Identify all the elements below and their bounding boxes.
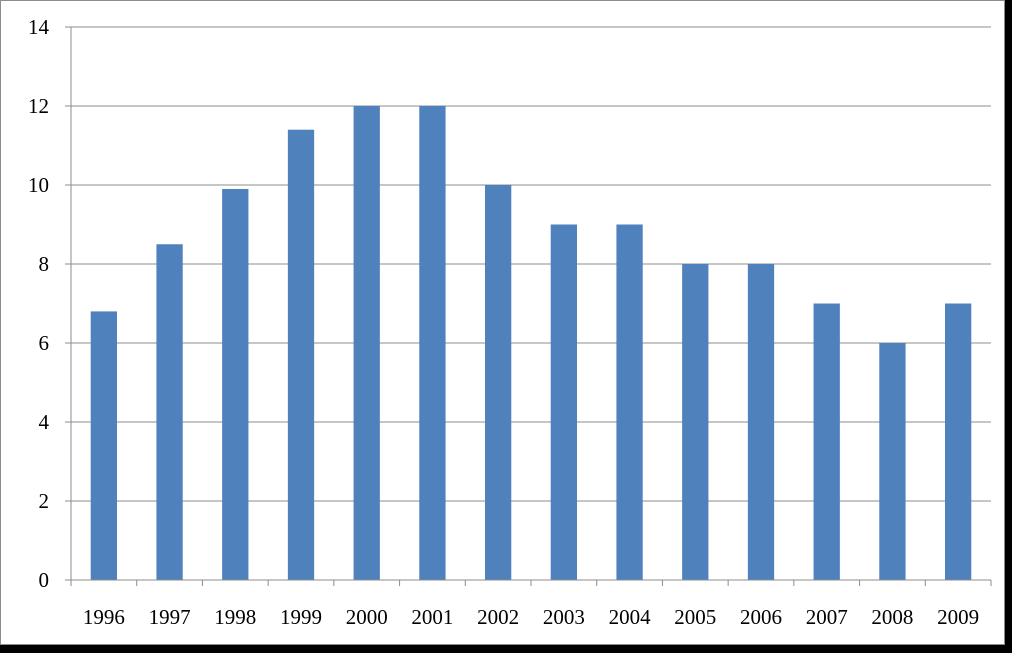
bar-2006: [747, 264, 775, 580]
x-tick-label: 1999: [280, 605, 322, 629]
x-tick-label: 2007: [806, 605, 848, 629]
y-tick-label: 0: [39, 568, 50, 592]
bar-2009: [945, 303, 972, 580]
x-tick-label: 1997: [149, 605, 191, 629]
x-tick-label: 1998: [214, 605, 256, 629]
y-tick-label: 10: [28, 173, 49, 197]
bar-2003: [550, 224, 577, 580]
x-tick-label: 2002: [477, 605, 519, 629]
bar-1999: [287, 129, 315, 580]
bar-2001: [419, 106, 446, 580]
y-tick-label: 12: [28, 94, 49, 118]
x-tick-labels: 1996 1997 1998 1999 2000 2001 2002 2003 2004 2005…: [83, 605, 979, 629]
x-tick-label: 2009: [937, 605, 979, 629]
bar-2002: [485, 185, 512, 580]
bar-1997: [156, 244, 183, 580]
bar-2008: [879, 343, 906, 580]
y-tick-label: 14: [28, 15, 50, 39]
x-tick-label: 1996: [83, 605, 125, 629]
x-tick-label: 2006: [740, 605, 782, 629]
bar-1996: [90, 311, 117, 580]
bar-1998: [222, 188, 249, 580]
y-tick-label: 8: [39, 252, 50, 276]
x-tick-label: 2004: [609, 605, 652, 629]
bar-2007: [813, 303, 840, 580]
x-tick-label: 2005: [674, 605, 716, 629]
bar-2004: [616, 224, 643, 580]
axes: [65, 26, 992, 586]
bar-2000: [353, 106, 380, 580]
y-tick-label: 6: [39, 331, 50, 355]
x-tick-label: 2003: [543, 605, 585, 629]
x-tick-label: 2001: [411, 605, 453, 629]
y-tick-labels: 0 2 4 6 8 10 12 14: [28, 15, 50, 592]
bars: [90, 106, 972, 580]
bar-2005: [682, 264, 709, 580]
grid-lines: [71, 26, 991, 502]
x-tick-label: 2008: [871, 605, 913, 629]
y-tick-label: 4: [39, 410, 50, 434]
x-tick-label: 2000: [346, 605, 388, 629]
y-tick-label: 2: [39, 489, 50, 513]
